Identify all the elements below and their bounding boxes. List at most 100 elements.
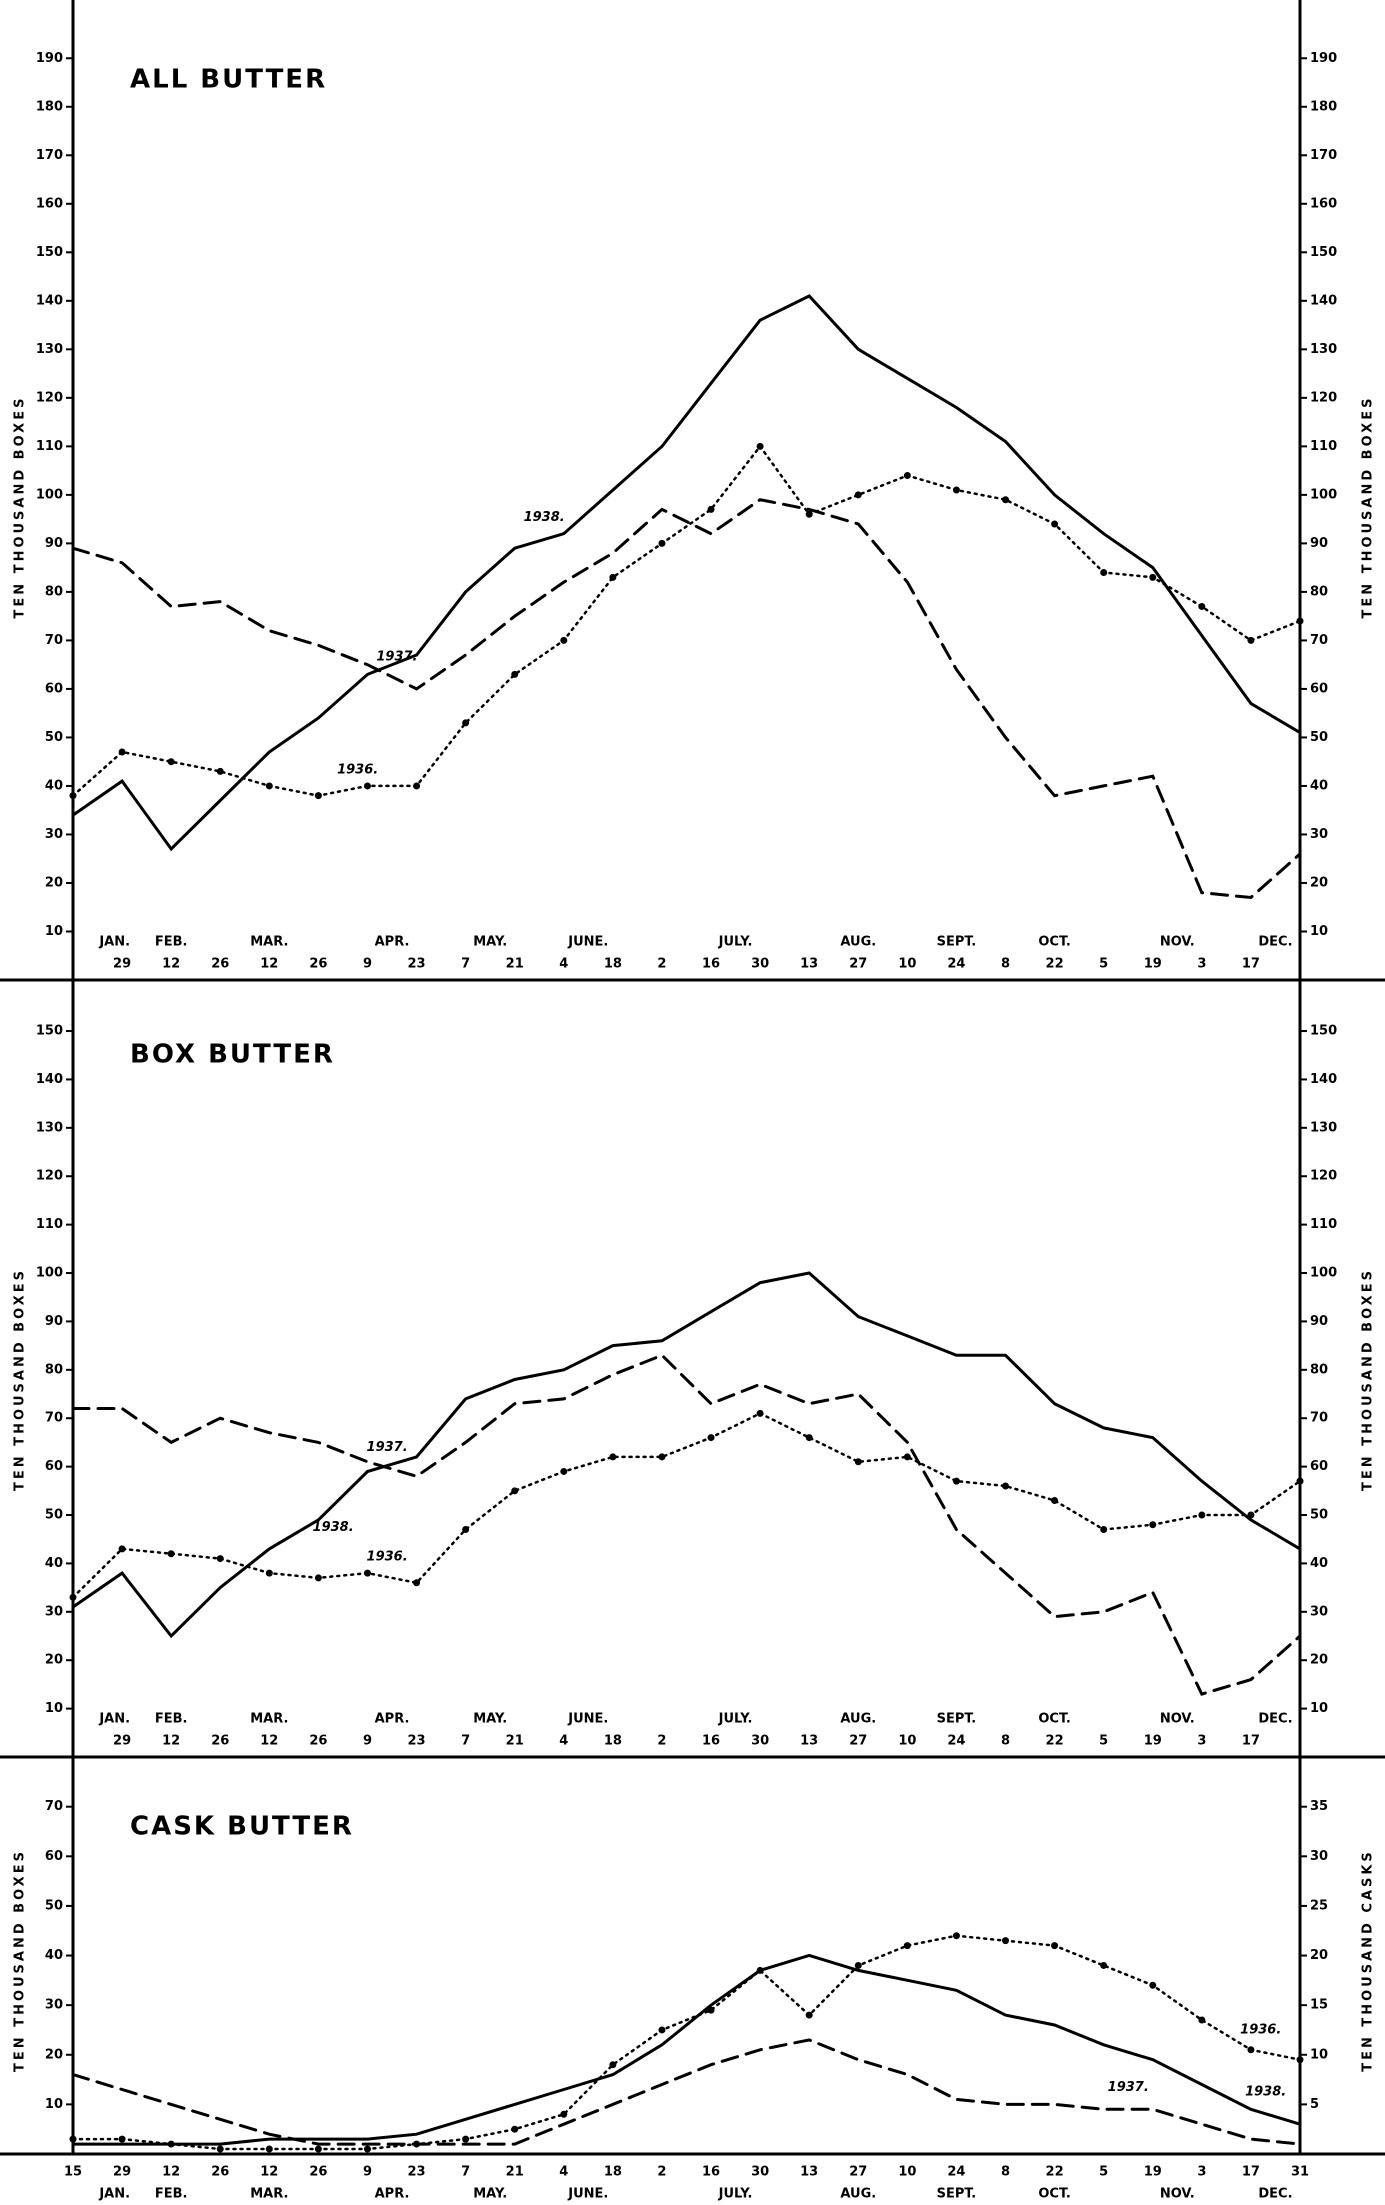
month-label: OCT. — [1038, 2187, 1070, 2202]
x-tick-label: 7 — [461, 2165, 470, 2180]
x-tick-label: 16 — [702, 1734, 720, 1749]
point — [462, 1526, 470, 1534]
series-label: 1938. — [524, 510, 565, 525]
point — [216, 767, 224, 775]
x-tick-label: 22 — [1046, 957, 1064, 972]
y-tick-label: 60 — [45, 1459, 63, 1474]
point — [1149, 1521, 1157, 1529]
y-tick-label: 30 — [45, 827, 63, 842]
x-tick-label: 31 — [1291, 2165, 1309, 2180]
series-label: 1936. — [1240, 2022, 1281, 2037]
y-tick-label: 70 — [45, 633, 63, 648]
y2-tick-label: 10 — [1310, 2047, 1328, 2062]
point — [118, 1545, 126, 1553]
point — [756, 1409, 764, 1417]
y-tick-label: 40 — [45, 778, 63, 793]
point — [609, 1453, 617, 1461]
month-label: JULY. — [718, 1712, 753, 1727]
month-label: SEPT. — [937, 935, 977, 950]
point — [1149, 573, 1157, 581]
month-label: MAR. — [250, 935, 288, 950]
month-label: APR. — [375, 935, 410, 950]
x-tick-label: 8 — [1001, 2165, 1010, 2180]
series-label: 1937. — [367, 1440, 408, 1455]
x-tick-label: 29 — [113, 2165, 131, 2180]
point — [903, 1453, 911, 1461]
y-tick-label: 150 — [36, 245, 63, 260]
x-tick-label: 4 — [559, 1734, 568, 1749]
point — [1296, 1477, 1304, 1485]
y2-tick-label: 60 — [1310, 1459, 1328, 1474]
y2-tick-label: 10 — [1310, 1701, 1328, 1716]
y2-tick-label: 70 — [1310, 633, 1328, 648]
x-tick-label: 27 — [849, 1734, 867, 1749]
y-tick-label: 60 — [45, 681, 63, 696]
x-tick-label: 16 — [702, 957, 720, 972]
series-label: 1938. — [313, 1520, 354, 1535]
line-dotted — [71, 1412, 1302, 1599]
y2-tick-label: 120 — [1310, 1169, 1337, 1184]
y2-tick-label: 20 — [1310, 1948, 1328, 1963]
y2-tick-label: 130 — [1310, 342, 1337, 357]
x-tick-label: 22 — [1046, 1734, 1064, 1749]
y2-tick-label: 30 — [1310, 1604, 1328, 1619]
point — [167, 2140, 175, 2148]
x-tick-label: 18 — [604, 2165, 622, 2180]
point — [952, 1477, 960, 1485]
y-tick-label: 110 — [36, 439, 63, 454]
month-label: NOV. — [1160, 2187, 1195, 2202]
y-tick-label: 20 — [45, 2047, 63, 2062]
y-tick-label: 70 — [45, 1799, 63, 1814]
y2-tick-label: 15 — [1310, 1998, 1328, 2013]
y-tick-label: 10 — [45, 1701, 63, 1716]
x-tick-label: 12 — [162, 957, 180, 972]
x-tick-label: 17 — [1242, 2165, 1260, 2180]
point — [462, 2135, 470, 2143]
y-tick-label: 70 — [45, 1411, 63, 1426]
x-tick-label: 4 — [559, 957, 568, 972]
month-label: JUNE. — [567, 2187, 608, 2202]
point — [609, 573, 617, 581]
y-tick-label: 100 — [36, 487, 63, 502]
y2-axis-label: TEN THOUSAND BOXES — [1361, 1268, 1376, 1491]
point — [805, 510, 813, 518]
x-tick-label: 17 — [1242, 957, 1260, 972]
x-tick-label: 24 — [947, 957, 965, 972]
y2-tick-label: 25 — [1310, 1898, 1328, 1913]
x-tick-label: 13 — [800, 1734, 818, 1749]
y2-tick-label: 20 — [1310, 875, 1328, 890]
y-axis-label: TEN THOUSAND BOXES — [13, 396, 28, 619]
x-tick-label: 23 — [408, 1734, 426, 1749]
y-tick-label: 90 — [45, 536, 63, 551]
y2-tick-label: 170 — [1310, 148, 1337, 163]
point — [216, 2145, 224, 2153]
x-tick-label: 12 — [162, 1734, 180, 1749]
month-label: SEPT. — [937, 1712, 977, 1727]
month-label: MAY. — [473, 1712, 507, 1727]
x-tick-label: 22 — [1046, 2165, 1064, 2180]
month-label: AUG. — [840, 935, 876, 950]
x-tick-label: 17 — [1242, 1734, 1260, 1749]
y2-tick-label: 190 — [1310, 51, 1337, 66]
point — [1100, 568, 1108, 576]
point — [1247, 636, 1255, 644]
x-tick-label: 2 — [657, 957, 666, 972]
point — [658, 539, 666, 547]
month-label: JULY. — [718, 935, 753, 950]
point — [167, 1550, 175, 1558]
y-tick-label: 110 — [36, 1217, 63, 1232]
y2-tick-label: 20 — [1310, 1653, 1328, 1668]
point — [314, 792, 322, 800]
y2-tick-label: 80 — [1310, 1362, 1328, 1377]
x-tick-label: 21 — [506, 957, 524, 972]
y-tick-label: 80 — [45, 1362, 63, 1377]
point — [118, 2135, 126, 2143]
x-tick-label: 3 — [1197, 2165, 1206, 2180]
month-label: APR. — [375, 1712, 410, 1727]
x-tick-label: 12 — [260, 1734, 278, 1749]
x-tick-label: 5 — [1099, 957, 1108, 972]
point — [707, 505, 715, 513]
point — [1100, 1526, 1108, 1534]
point — [1051, 520, 1059, 528]
x-tick-label: 12 — [162, 2165, 180, 2180]
